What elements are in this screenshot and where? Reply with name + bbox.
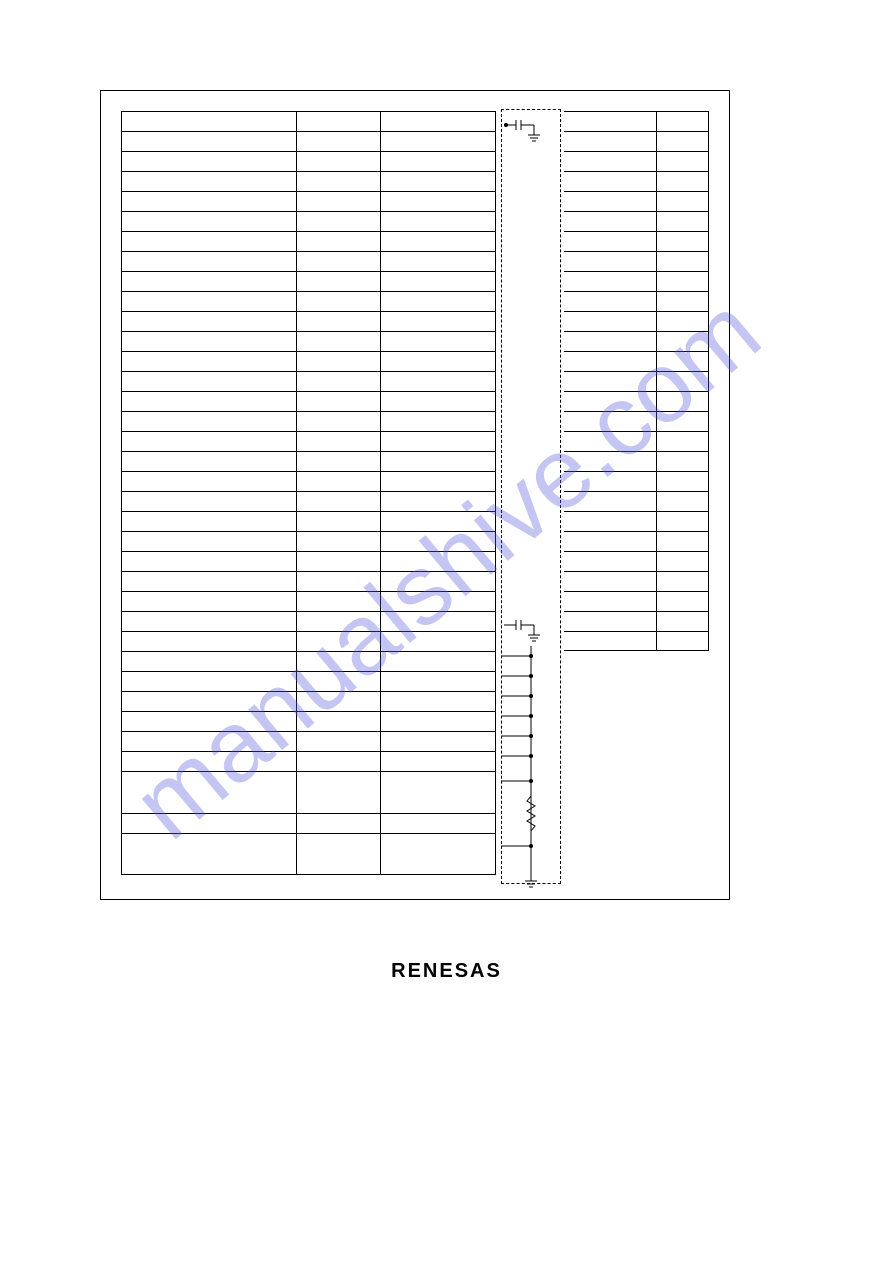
table-row — [296, 151, 496, 171]
table-row — [564, 411, 709, 431]
table-row — [296, 311, 496, 331]
table-row — [564, 491, 709, 511]
table-row — [296, 351, 496, 371]
table-row — [296, 511, 496, 531]
table-row — [564, 471, 709, 491]
table-row — [564, 591, 709, 611]
renesas-logo: RENESAS — [391, 960, 502, 982]
table-row — [296, 611, 496, 631]
table-row — [296, 691, 496, 711]
table-row — [296, 751, 496, 771]
table-row — [296, 571, 496, 591]
table-row — [564, 231, 709, 251]
table-row — [564, 311, 709, 331]
table-row — [296, 813, 496, 833]
page-frame — [100, 90, 730, 900]
table-row — [296, 131, 496, 151]
table-row — [296, 731, 496, 751]
table-row — [564, 371, 709, 391]
table-row — [296, 551, 496, 571]
circuit-top-cap — [504, 119, 559, 149]
table-row — [296, 833, 496, 875]
table-row — [296, 471, 496, 491]
table-row — [564, 611, 709, 631]
table-row — [564, 631, 709, 651]
table-row — [564, 451, 709, 471]
table-row — [564, 151, 709, 171]
table-row — [564, 391, 709, 411]
table-row — [564, 291, 709, 311]
mid-column — [296, 111, 496, 875]
table-row — [296, 191, 496, 211]
table-row — [296, 531, 496, 551]
table-row — [296, 371, 496, 391]
table-row — [564, 251, 709, 271]
table-row — [564, 571, 709, 591]
table-row — [296, 451, 496, 471]
table-row — [564, 171, 709, 191]
table-row — [296, 411, 496, 431]
table-row — [564, 111, 709, 131]
table-row — [564, 191, 709, 211]
table-row — [296, 211, 496, 231]
table-row — [296, 491, 496, 511]
table-row — [296, 271, 496, 291]
table-row — [564, 131, 709, 151]
table-row — [296, 711, 496, 731]
table-row — [296, 251, 496, 271]
table-row — [296, 171, 496, 191]
table-row — [296, 651, 496, 671]
table-row — [296, 331, 496, 351]
table-row — [564, 331, 709, 351]
table-row — [296, 111, 496, 131]
table-row — [296, 671, 496, 691]
table-row — [296, 631, 496, 651]
circuit-bus-resistor — [501, 646, 571, 896]
table-row — [296, 771, 496, 813]
table-row — [296, 231, 496, 251]
right-column — [564, 111, 709, 651]
table-row — [564, 511, 709, 531]
right-divider — [656, 111, 657, 651]
table-row — [564, 211, 709, 231]
logo-container: RENESAS — [0, 960, 893, 983]
table-row — [564, 431, 709, 451]
circuit-mid-cap — [504, 619, 559, 649]
table-row — [296, 391, 496, 411]
table-row — [564, 351, 709, 371]
table-row — [564, 531, 709, 551]
table-row — [564, 551, 709, 571]
table-row — [296, 291, 496, 311]
table-row — [564, 271, 709, 291]
table-row — [296, 591, 496, 611]
table-row — [296, 431, 496, 451]
